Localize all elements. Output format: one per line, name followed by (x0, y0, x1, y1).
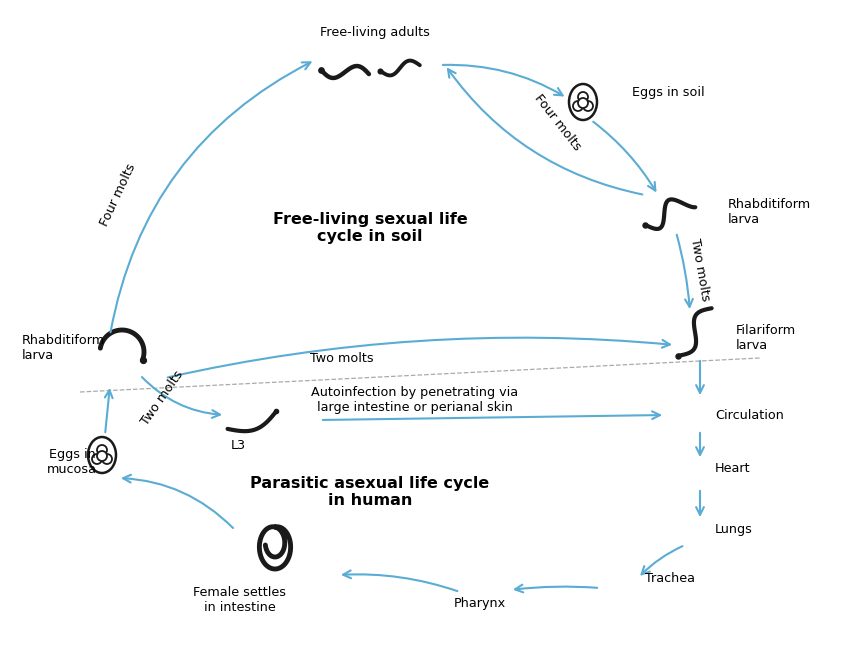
Circle shape (573, 101, 583, 111)
Text: Lungs: Lungs (715, 523, 753, 537)
Text: Eggs in soil: Eggs in soil (632, 86, 705, 98)
Text: Circulation: Circulation (715, 408, 784, 422)
Text: Parasitic asexual life cycle
in human: Parasitic asexual life cycle in human (251, 476, 490, 508)
Text: Trachea: Trachea (645, 572, 695, 584)
Circle shape (97, 445, 107, 455)
Text: Female settles
in intestine: Female settles in intestine (194, 586, 286, 614)
Text: Pharynx: Pharynx (454, 598, 506, 610)
Text: Two molts: Two molts (139, 369, 185, 428)
Ellipse shape (569, 84, 597, 120)
Text: Rhabditiform
larva: Rhabditiform larva (22, 334, 105, 362)
Circle shape (97, 451, 107, 461)
Text: Filariform
larva: Filariform larva (736, 324, 796, 352)
Circle shape (578, 98, 588, 108)
Text: Four molts: Four molts (532, 92, 584, 153)
Text: Heart: Heart (715, 461, 751, 475)
Circle shape (102, 454, 112, 464)
Text: Two molts: Two molts (688, 238, 712, 303)
Text: Free-living adults: Free-living adults (320, 25, 430, 39)
Text: Autoinfection by penetrating via
large intestine or perianal skin: Autoinfection by penetrating via large i… (311, 386, 518, 414)
Text: L3: L3 (230, 438, 246, 452)
Circle shape (583, 101, 593, 111)
Circle shape (92, 454, 102, 464)
Text: Free-living sexual life
cycle in soil: Free-living sexual life cycle in soil (273, 212, 468, 244)
Text: Two molts: Two molts (310, 351, 374, 365)
Text: Rhabditiform
larva: Rhabditiform larva (728, 198, 811, 226)
Circle shape (578, 92, 588, 102)
Text: Four molts: Four molts (98, 161, 139, 228)
Text: Eggs in
mucosa: Eggs in mucosa (47, 448, 97, 476)
Ellipse shape (88, 437, 116, 473)
